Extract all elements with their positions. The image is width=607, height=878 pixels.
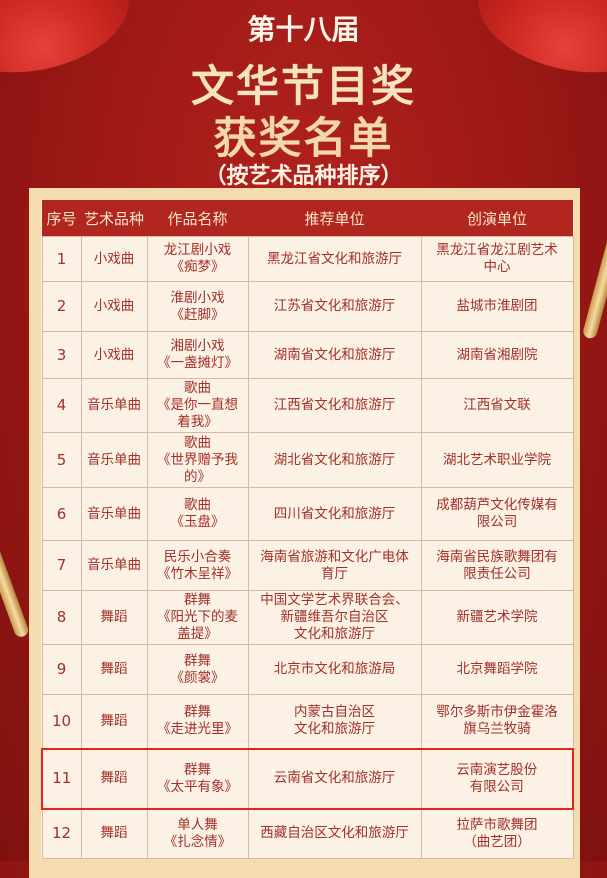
cell-producer: 黑龙江省龙江剧艺术 中心 bbox=[420, 236, 574, 282]
cell-number: 12 bbox=[41, 808, 82, 859]
cell-recommender: 湖北省文化和旅游厅 bbox=[247, 432, 422, 488]
cell-work: 民乐小合奏 《竹木呈祥》 bbox=[146, 540, 249, 591]
cell-work: 群舞 《走进光里》 bbox=[146, 694, 249, 749]
cell-category: 小戏曲 bbox=[80, 281, 148, 332]
cell-producer: 盐城市淮剧团 bbox=[420, 281, 574, 332]
table-row: 10 舞蹈 群舞 《走进光里》 内蒙古自治区 文化和旅游厅 鄂尔多斯市伊金霍洛 旗乌兰牧… bbox=[41, 694, 574, 749]
cell-producer: 北京舞蹈学院 bbox=[420, 644, 574, 695]
cell-category: 小戏曲 bbox=[80, 331, 148, 379]
cell-work: 歌曲 《玉盘》 bbox=[146, 487, 249, 541]
table-row: 4 音乐单曲 歌曲 《是你一直想 着我》 江西省文化和旅游厅 江西省文联 bbox=[41, 378, 574, 433]
edition-title: 第十八届 bbox=[247, 13, 360, 46]
ribbon-left-decoration bbox=[0, 521, 31, 639]
cell-number: 11 bbox=[41, 747, 82, 810]
table-row: 7 音乐单曲 民乐小合奏 《竹木呈祥》 海南省旅游和文化广电体 育厅 海南省民族歌舞团有… bbox=[41, 540, 574, 591]
cell-number: 1 bbox=[41, 236, 82, 282]
cell-producer: 湖北艺术职业学院 bbox=[420, 432, 574, 488]
table-row: 9 舞蹈 群舞 《颜裳》 北京市文化和旅游局 北京舞蹈学院 bbox=[41, 644, 574, 695]
cell-category: 舞蹈 bbox=[80, 644, 148, 695]
col-header-number: 序号 bbox=[42, 200, 81, 237]
table-row: 12 舞蹈 单人舞 《扎念情》 西藏自治区文化和旅游厅 拉萨市歌舞团 （曲艺团） bbox=[41, 808, 574, 859]
cell-category: 小戏曲 bbox=[80, 236, 148, 282]
col-header-work: 作品名称 bbox=[147, 200, 248, 237]
cell-number: 2 bbox=[41, 281, 82, 332]
cell-category: 音乐单曲 bbox=[80, 540, 148, 591]
cell-number: 5 bbox=[41, 432, 82, 488]
cell-number: 4 bbox=[41, 378, 82, 433]
cell-recommender: 湖南省文化和旅游厅 bbox=[247, 331, 422, 379]
cell-category: 音乐单曲 bbox=[80, 378, 148, 433]
cell-category: 舞蹈 bbox=[80, 590, 148, 645]
list-title: 获奖名单 bbox=[213, 114, 394, 164]
cell-producer: 拉萨市歌舞团 （曲艺团） bbox=[420, 808, 574, 859]
cell-category: 舞蹈 bbox=[80, 694, 148, 749]
cell-work: 歌曲 《世界赠予我 的》 bbox=[146, 432, 249, 488]
cell-recommender: 黑龙江省文化和旅游厅 bbox=[247, 236, 422, 282]
table-row: 2 小戏曲 淮剧小戏 《赶脚》 江苏省文化和旅游厅 盐城市淮剧团 bbox=[41, 281, 574, 332]
cell-recommender: 中国文学艺术界联合会、 新疆维吾尔自治区 文化和旅游厅 bbox=[247, 590, 422, 645]
cell-producer: 江西省文联 bbox=[420, 378, 574, 433]
cell-recommender: 江西省文化和旅游厅 bbox=[247, 378, 422, 433]
cell-recommender: 海南省旅游和文化广电体 育厅 bbox=[247, 540, 422, 591]
cell-number: 10 bbox=[41, 694, 82, 749]
cell-producer: 成都葫芦文化传媒有 限公司 bbox=[420, 487, 574, 541]
cell-recommender: 内蒙古自治区 文化和旅游厅 bbox=[247, 694, 422, 749]
cell-work: 群舞 《太平有象》 bbox=[146, 747, 249, 810]
cell-recommender: 云南省文化和旅游厅 bbox=[247, 747, 422, 810]
cell-category: 音乐单曲 bbox=[80, 432, 148, 488]
cell-category: 舞蹈 bbox=[80, 808, 148, 859]
table-row: 3 小戏曲 湘剧小戏 《一盏摊灯》 湖南省文化和旅游厅 湖南省湘剧院 bbox=[41, 331, 574, 379]
cell-category: 舞蹈 bbox=[80, 747, 148, 810]
cell-recommender: 四川省文化和旅游厅 bbox=[247, 487, 422, 541]
table-row: 8 舞蹈 群舞 《阳光下的麦 盖提》 中国文学艺术界联合会、 新疆维吾尔自治区 文化和… bbox=[41, 590, 574, 645]
cell-work: 淮剧小戏 《赶脚》 bbox=[146, 281, 249, 332]
col-header-producer: 创演单位 bbox=[421, 200, 573, 237]
cell-producer: 新疆艺术学院 bbox=[420, 590, 574, 645]
cell-recommender: 北京市文化和旅游局 bbox=[247, 644, 422, 695]
award-title: 文华节目奖 bbox=[191, 62, 416, 112]
winners-table: 序号 艺术品种 作品名称 推荐单位 创演单位 1 小戏曲 龙江剧小戏 《痴梦》 黑龙江省文化和… bbox=[41, 200, 574, 859]
cell-work: 龙江剧小戏 《痴梦》 bbox=[146, 236, 249, 282]
cell-producer: 云南演艺股份 有限公司 bbox=[420, 747, 574, 810]
cell-work: 群舞 《颜裳》 bbox=[146, 644, 249, 695]
cell-recommender: 江苏省文化和旅游厅 bbox=[247, 281, 422, 332]
cell-work: 歌曲 《是你一直想 着我》 bbox=[146, 378, 249, 433]
sort-note: （按艺术品种排序） bbox=[204, 164, 403, 189]
cell-work: 单人舞 《扎念情》 bbox=[146, 808, 249, 859]
table-row: 11 舞蹈 群舞 《太平有象》 云南省文化和旅游厅 云南演艺股份 有限公司 bbox=[41, 747, 574, 810]
cell-number: 3 bbox=[41, 331, 82, 379]
col-header-category: 艺术品种 bbox=[81, 200, 147, 237]
cell-number: 8 bbox=[41, 590, 82, 645]
cell-producer: 湖南省湘剧院 bbox=[420, 331, 574, 379]
cell-producer: 鄂尔多斯市伊金霍洛 旗乌兰牧骑 bbox=[420, 694, 574, 749]
cell-producer: 海南省民族歌舞团有 限责任公司 bbox=[420, 540, 574, 591]
table-header-row: 序号 艺术品种 作品名称 推荐单位 创演单位 bbox=[42, 200, 573, 237]
table-row: 6 音乐单曲 歌曲 《玉盘》 四川省文化和旅游厅 成都葫芦文化传媒有 限公司 bbox=[41, 487, 574, 541]
cell-recommender: 西藏自治区文化和旅游厅 bbox=[247, 808, 422, 859]
cell-category: 音乐单曲 bbox=[80, 487, 148, 541]
col-header-recommender: 推荐单位 bbox=[248, 200, 421, 237]
table-row: 5 音乐单曲 歌曲 《世界赠予我 的》 湖北省文化和旅游厅 湖北艺术职业学院 bbox=[41, 432, 574, 488]
ribbon-right-decoration bbox=[581, 220, 607, 340]
cell-work: 湘剧小戏 《一盏摊灯》 bbox=[146, 331, 249, 379]
cell-number: 7 bbox=[41, 540, 82, 591]
cell-number: 9 bbox=[41, 644, 82, 695]
cell-work: 群舞 《阳光下的麦 盖提》 bbox=[146, 590, 249, 645]
table-row: 1 小戏曲 龙江剧小戏 《痴梦》 黑龙江省文化和旅游厅 黑龙江省龙江剧艺术 中心 bbox=[41, 236, 574, 282]
cell-number: 6 bbox=[41, 487, 82, 541]
